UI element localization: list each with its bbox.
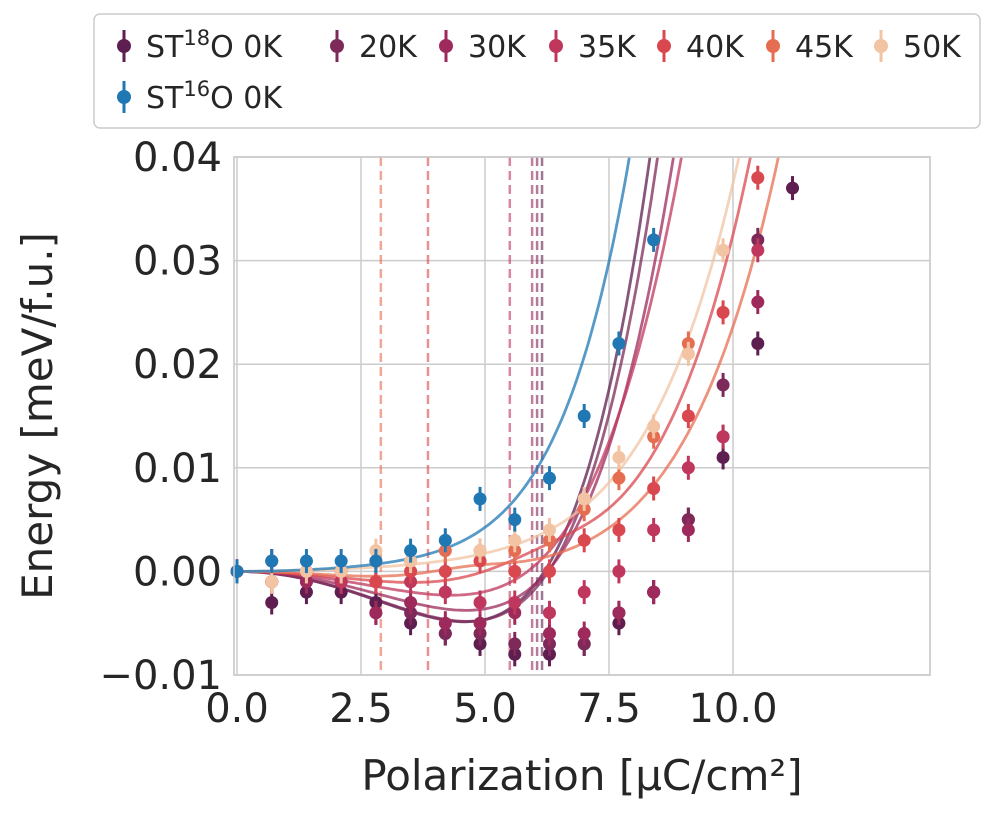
data-point: [265, 575, 279, 589]
data-point: [542, 606, 556, 620]
data-point: [438, 564, 452, 578]
data-point: [577, 585, 591, 599]
data-point: [751, 336, 765, 350]
data-point: [369, 575, 383, 589]
data-point: [647, 585, 661, 599]
data-point: [473, 544, 487, 558]
data-point: [473, 616, 487, 630]
plot-frame: [233, 156, 931, 676]
data-point: [612, 471, 626, 485]
y-tick-label: 0.01: [133, 446, 222, 492]
data-point: [265, 595, 279, 609]
data-point: [508, 595, 522, 609]
data-point: [647, 482, 661, 496]
data-point: [577, 533, 591, 547]
data-point: [612, 523, 626, 537]
data-point: [681, 461, 695, 475]
legend-label: 40K: [686, 30, 745, 65]
y-tick-label: 0.04: [133, 135, 222, 181]
legend: ST18O 0K 20K 30K 35K 40K 45K 50K ST16O 0K: [93, 13, 981, 129]
data-point: [786, 181, 800, 195]
y-tick-label: 0.00: [133, 549, 222, 595]
x-tick-label: 7.5: [577, 686, 641, 732]
data-point: [751, 243, 765, 257]
data-point: [577, 627, 591, 641]
data-point: [508, 513, 522, 527]
legend-marker-icon: [330, 39, 344, 53]
data-point: [542, 564, 556, 578]
x-tick-label: 0.0: [205, 686, 269, 732]
data-point: [299, 554, 313, 568]
data-point: [438, 616, 452, 630]
data-point: [438, 585, 452, 599]
data-point: [369, 554, 383, 568]
x-axis-label: Polarization [μC/cm²]: [361, 751, 802, 800]
data-point: [542, 627, 556, 641]
data-point: [716, 243, 730, 257]
legend-label: 20K: [359, 30, 418, 65]
data-point: [612, 336, 626, 350]
legend-label: 35K: [578, 30, 637, 65]
data-point: [404, 544, 418, 558]
y-tick-label: −0.01: [99, 653, 222, 699]
data-point: [716, 305, 730, 319]
data-point: [577, 409, 591, 423]
legend-marker-icon: [117, 90, 131, 104]
data-point: [508, 564, 522, 578]
legend-label: 50K: [903, 30, 962, 65]
data-point: [369, 606, 383, 620]
data-point: [716, 378, 730, 392]
data-point: [508, 637, 522, 651]
data-point: [577, 492, 591, 506]
legend-label: 45K: [795, 30, 854, 65]
y-tick-label: 0.02: [133, 342, 222, 388]
legend-marker-icon: [439, 39, 453, 53]
legend-marker-icon: [874, 39, 888, 53]
data-point: [265, 554, 279, 568]
legend-label: ST16O 0K: [146, 77, 283, 116]
data-point: [716, 430, 730, 444]
legend-frame: [93, 13, 981, 129]
legend-marker-icon: [657, 39, 671, 53]
data-point: [716, 450, 730, 464]
data-point: [230, 564, 244, 578]
legend-label: ST18O 0K: [146, 26, 283, 65]
x-tick-label: 5.0: [453, 686, 517, 732]
data-point: [681, 409, 695, 423]
legend-marker-icon: [766, 39, 780, 53]
data-point: [751, 171, 765, 185]
legend-marker-icon: [549, 39, 563, 53]
data-point: [542, 471, 556, 485]
plot-area: [230, 156, 931, 676]
x-tick-label: 10.0: [688, 686, 777, 732]
data-point: [612, 606, 626, 620]
data-point: [681, 347, 695, 361]
data-point: [647, 523, 661, 537]
data-point: [612, 450, 626, 464]
data-point: [647, 233, 661, 247]
data-point: [438, 533, 452, 547]
data-point: [404, 595, 418, 609]
data-point: [751, 295, 765, 309]
data-point: [647, 419, 661, 433]
data-point: [473, 492, 487, 506]
data-point: [542, 523, 556, 537]
data-point: [681, 523, 695, 537]
data-point: [508, 533, 522, 547]
x-tick-label: 2.5: [329, 686, 393, 732]
legend-label: 30K: [468, 30, 527, 65]
y-tick-label: 0.03: [133, 239, 222, 285]
y-axis-label: Energy [meV/f.u.]: [13, 232, 62, 600]
legend-marker-icon: [117, 39, 131, 53]
data-point: [473, 595, 487, 609]
data-point: [612, 564, 626, 578]
data-point: [334, 554, 348, 568]
